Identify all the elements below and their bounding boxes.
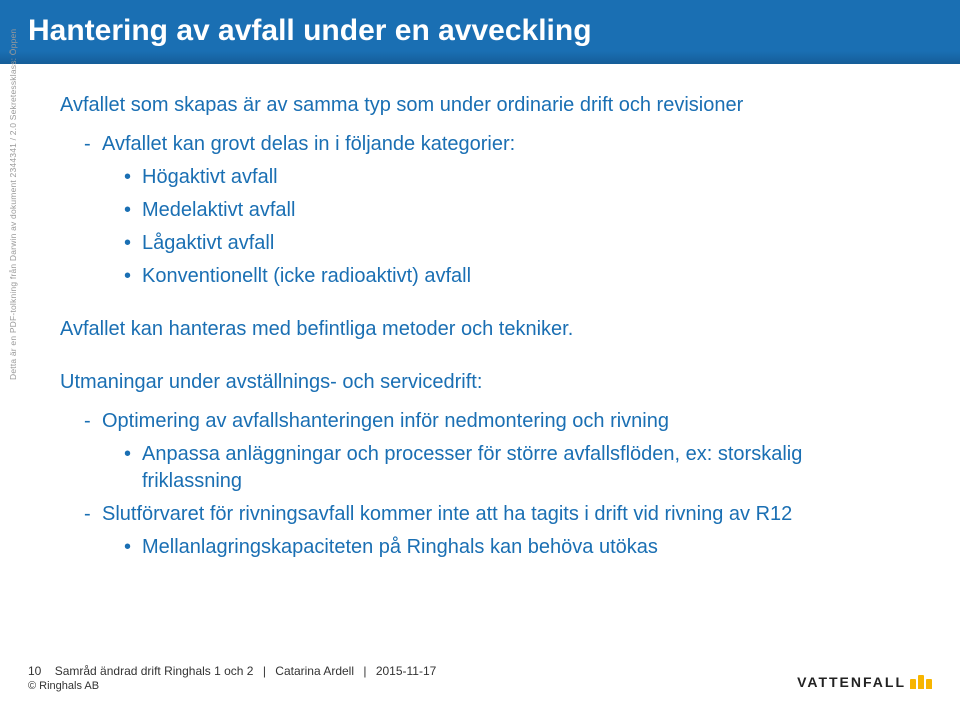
challenges-heading: Utmaningar under avställnings- och servi… (60, 369, 900, 396)
category-item: Konventionellt (icke radioaktivt) avfall (124, 263, 900, 290)
vattenfall-logo: VATTENFALL (797, 674, 932, 690)
logo-text: VATTENFALL (797, 674, 906, 690)
footer-subject: Samråd ändrad drift Ringhals 1 och 2 (55, 664, 254, 678)
challenge-item: Optimering av avfallshanteringen inför n… (84, 408, 900, 435)
categories-intro: Avfallet kan grovt delas in i följande k… (84, 131, 900, 158)
footer-copyright: © Ringhals AB (28, 680, 436, 692)
category-item: Medelaktivt avfall (124, 197, 900, 224)
challenge-item: Slutförvaret för rivningsavfall kommer i… (84, 501, 900, 528)
methods-paragraph: Avfallet kan hanteras med befintliga met… (60, 316, 900, 343)
separator: | (363, 664, 366, 678)
slide-footer: 10 Samråd ändrad drift Ringhals 1 och 2 … (28, 664, 436, 692)
footer-author: Catarina Ardell (275, 664, 354, 678)
category-item: Lågaktivt avfall (124, 230, 900, 257)
slide: { "title": "Hantering av avfall under en… (0, 0, 960, 710)
slide-content: Avfallet som skapas är av samma typ som … (0, 64, 960, 561)
slide-title: Hantering av avfall under en avveckling (28, 14, 932, 48)
intro-paragraph: Avfallet som skapas är av samma typ som … (60, 92, 900, 119)
challenge-subitem: Mellanlagringskapaciteten på Ringhals ka… (124, 534, 900, 561)
footer-line-1: 10 Samråd ändrad drift Ringhals 1 och 2 … (28, 664, 436, 678)
sidebar-meta-text: Detta är en PDF-tolkning från Darwin av … (8, 29, 18, 380)
footer-date: 2015-11-17 (376, 664, 437, 678)
category-item: Högaktivt avfall (124, 164, 900, 191)
separator: | (263, 664, 266, 678)
page-number: 10 (28, 664, 41, 678)
logo-mark-icon (910, 675, 932, 689)
title-bar: Hantering av avfall under en avveckling (0, 0, 960, 64)
challenge-subitem: Anpassa anläggningar och processer för s… (124, 441, 900, 495)
